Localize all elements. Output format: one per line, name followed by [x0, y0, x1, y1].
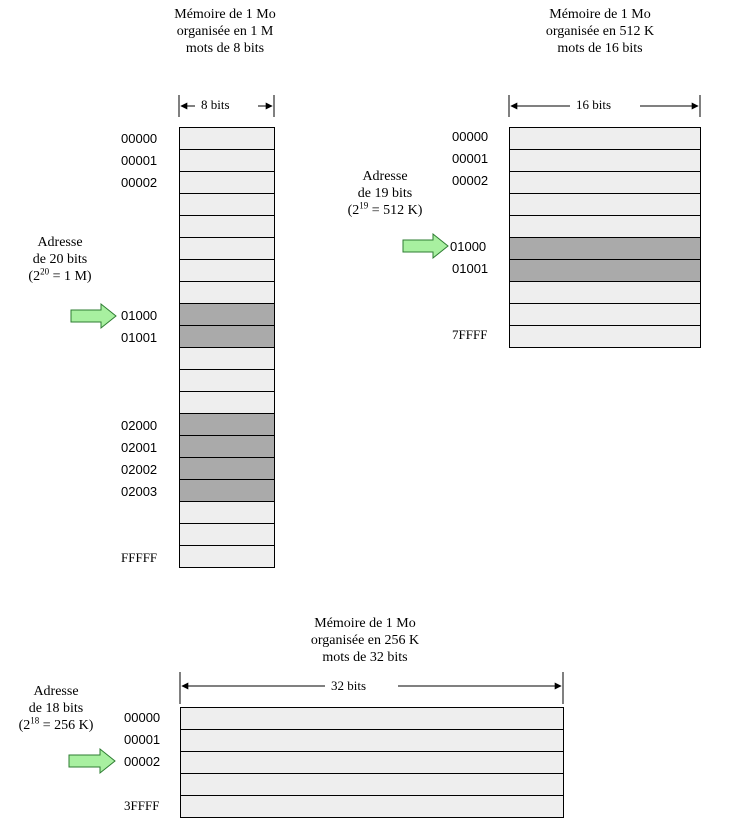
- memory-cell: [180, 502, 274, 524]
- label-line: (219 = 512 K): [347, 200, 423, 218]
- title-line: Mémoire de 1 Mo: [174, 7, 276, 22]
- memory-cell: [180, 282, 274, 304]
- memory-cell: [181, 708, 563, 730]
- memory-cell: [510, 326, 700, 348]
- memory-cell: [510, 216, 700, 238]
- memory-cell: [180, 524, 274, 546]
- memory-cell: [180, 546, 274, 568]
- pointer-arrow-icon: [402, 232, 449, 260]
- memory-cell-highlighted: [510, 260, 700, 282]
- address-width-label: Adresse de 19 bits (219 = 512 K): [330, 168, 440, 219]
- diagram1-title: Mémoire de 1 Mo organisée en 1 M mots de…: [145, 6, 305, 57]
- address-label: 00002: [124, 754, 161, 769]
- label-suffix: = 1 M): [49, 269, 92, 284]
- title-line: organisée en 256 K: [310, 633, 420, 648]
- memory-cell: [180, 150, 274, 172]
- memory-cell: [180, 260, 274, 282]
- label-line: de 18 bits: [28, 701, 84, 716]
- memory-cell: [181, 730, 563, 752]
- title-line: mots de 8 bits: [185, 41, 265, 56]
- diagram2-title: Mémoire de 1 Mo organisée en 512 K mots …: [520, 6, 680, 57]
- memory-cell: [510, 128, 700, 150]
- address-label: 02003: [121, 484, 158, 499]
- memory-cell-highlighted: [510, 238, 700, 260]
- width-label: 8 bits: [199, 97, 232, 112]
- label-line: Adresse: [37, 235, 83, 250]
- exponent: 18: [30, 715, 40, 726]
- title-line: Mémoire de 1 Mo: [549, 7, 651, 22]
- address-label: 01001: [452, 261, 489, 276]
- address-label: 00000: [124, 710, 161, 725]
- title-line: Mémoire de 1 Mo: [314, 616, 416, 631]
- label-line: (218 = 256 K): [18, 715, 94, 733]
- title-line: mots de 16 bits: [557, 41, 643, 56]
- address-label: 01001: [121, 330, 158, 345]
- memory-cell: [181, 796, 563, 818]
- memory-cell: [180, 392, 274, 414]
- memory-cell-highlighted: [180, 436, 274, 458]
- memory-cell: [510, 304, 700, 326]
- diagram3-title: Mémoire de 1 Mo organisée en 256 K mots …: [285, 615, 445, 666]
- address-label: 3FFFF: [124, 798, 160, 813]
- memory-cell: [181, 774, 563, 796]
- label-line: de 20 bits: [32, 252, 88, 267]
- address-label: 00001: [124, 732, 161, 747]
- pointer-arrow-icon: [70, 302, 117, 330]
- pointer-arrow-icon: [68, 747, 116, 775]
- memory-cell: [180, 348, 274, 370]
- exponent: 19: [359, 200, 369, 211]
- memory-cell: [180, 172, 274, 194]
- label-line: Adresse: [362, 169, 408, 184]
- address-label: 02001: [121, 440, 158, 455]
- label-line: (220 = 1 M): [28, 266, 92, 284]
- label-suffix: = 256 K): [39, 718, 94, 733]
- memory-cell-highlighted: [180, 458, 274, 480]
- memory-cell-highlighted: [180, 326, 274, 348]
- title-line: organisée en 1 M: [176, 24, 274, 39]
- title-line: mots de 32 bits: [322, 650, 408, 665]
- address-label: 01000: [121, 308, 158, 323]
- memory-cell-highlighted: [180, 414, 274, 436]
- memory-cell: [180, 216, 274, 238]
- memory-cell: [181, 752, 563, 774]
- memory-column-16bit: [509, 127, 701, 348]
- memory-cell: [180, 238, 274, 260]
- memory-cell: [180, 194, 274, 216]
- memory-column-8bit: [179, 127, 275, 568]
- memory-cell: [510, 194, 700, 216]
- title-line: organisée en 512 K: [545, 24, 655, 39]
- address-label: 02000: [121, 418, 158, 433]
- memory-column-32bit: [180, 707, 564, 818]
- label-line: Adresse: [33, 684, 79, 699]
- memory-cell: [510, 172, 700, 194]
- width-label: 32 bits: [329, 678, 369, 693]
- address-label: 00000: [452, 129, 489, 144]
- address-label: 01000: [450, 239, 487, 254]
- width-label: 16 bits: [574, 97, 614, 112]
- memory-cell: [510, 150, 700, 172]
- memory-cell-highlighted: [180, 304, 274, 326]
- memory-cell-highlighted: [180, 480, 274, 502]
- address-label: 00000: [121, 131, 158, 146]
- address-label: 00002: [121, 175, 158, 190]
- address-width-label: Adresse de 20 bits (220 = 1 M): [10, 234, 110, 285]
- memory-cell: [180, 370, 274, 392]
- address-label: 00001: [121, 153, 158, 168]
- label-suffix: = 512 K): [368, 203, 423, 218]
- address-label: 02002: [121, 462, 158, 477]
- address-label: 00001: [452, 151, 489, 166]
- memory-cell: [510, 282, 700, 304]
- memory-cell: [180, 128, 274, 150]
- address-label: 00002: [452, 173, 489, 188]
- label-line: de 19 bits: [357, 186, 413, 201]
- exponent: 20: [40, 266, 50, 277]
- address-width-label: Adresse de 18 bits (218 = 256 K): [4, 683, 108, 734]
- address-label: FFFFF: [121, 550, 158, 565]
- address-label: 7FFFF: [452, 327, 488, 342]
